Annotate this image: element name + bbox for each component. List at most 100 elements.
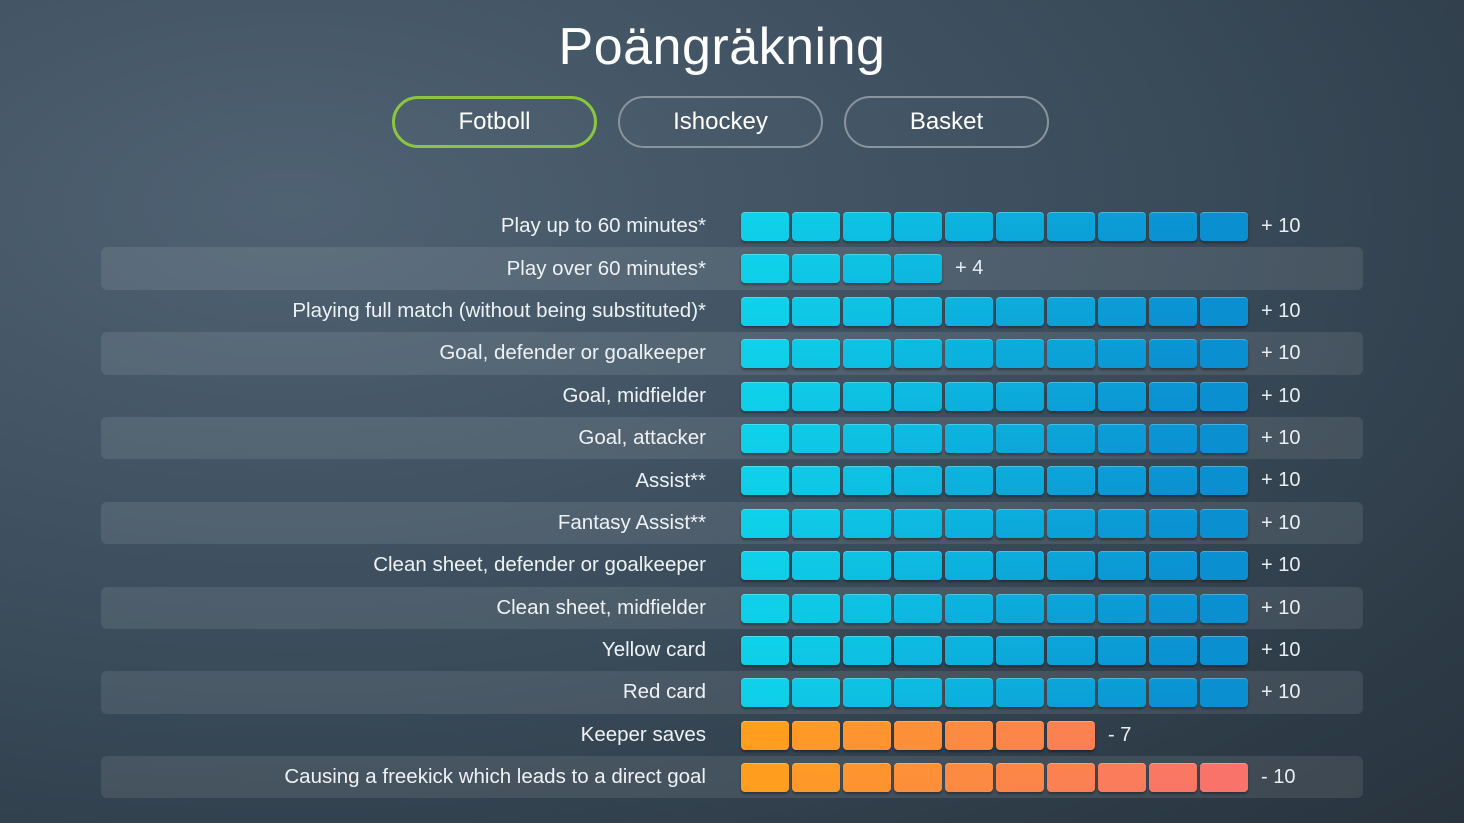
points-bar-segment	[792, 296, 840, 326]
points-bar-segment	[996, 551, 1044, 581]
points-bar-segment	[843, 763, 891, 793]
points-bar-segment	[792, 212, 840, 241]
score-row-label: Clean sheet, midfielder	[496, 595, 706, 619]
points-bar-segment	[1200, 296, 1248, 326]
points-bar-segment	[894, 508, 942, 538]
score-row: Keeper saves - 7	[101, 714, 1363, 756]
points-bar-segment	[792, 551, 840, 581]
points-bar-segment	[843, 635, 891, 665]
points-bar-segment	[1200, 635, 1248, 665]
score-row-label: Goal, attacker	[578, 426, 706, 450]
points-bar-segment	[996, 678, 1044, 708]
score-row-label: Goal, defender or goalkeeper	[439, 341, 706, 365]
score-row-label: Play up to 60 minutes*	[500, 214, 706, 238]
points-bar-segment	[1047, 763, 1095, 793]
points-value: + 10	[1261, 215, 1301, 237]
points-bar-segment	[945, 551, 993, 581]
points-bar-segment	[792, 678, 840, 708]
points-bar-segment	[894, 423, 942, 453]
points-bar-segment	[1149, 635, 1197, 665]
points-bar-segment	[996, 296, 1044, 326]
points-bar-segment	[1047, 635, 1095, 665]
points-bar-segment	[792, 254, 840, 284]
points-bar: + 10	[741, 339, 1301, 369]
score-row: Red card + 10	[101, 671, 1363, 714]
points-bar-segment	[843, 254, 891, 284]
points-bar-segment	[792, 508, 840, 538]
tab-fotboll[interactable]: Fotboll	[392, 96, 597, 148]
points-bar-segment	[843, 339, 891, 369]
points-bar-segment	[843, 508, 891, 538]
points-bar-segment	[996, 212, 1044, 241]
points-bar-segment	[1149, 593, 1197, 623]
points-bar-segment	[1098, 635, 1146, 665]
page-title: Poängräkning	[558, 18, 886, 76]
points-bar-segment	[792, 423, 840, 453]
score-row: Play up to 60 minutes* + 10	[101, 205, 1363, 247]
points-value: + 10	[1261, 554, 1301, 577]
points-value: + 10	[1261, 596, 1301, 619]
points-value: + 10	[1261, 342, 1301, 365]
points-bar-segment	[996, 466, 1044, 496]
points-bar-segment	[741, 423, 789, 453]
score-row: Goal, midfielder + 10	[101, 375, 1363, 417]
points-bar-segment	[1098, 763, 1146, 793]
points-bar: + 10	[741, 508, 1300, 538]
points-bar-segment	[741, 763, 789, 793]
points-bar-segment	[741, 339, 789, 369]
scoring-table: Play up to 60 minutes* + 10 Play over 60 m…	[101, 205, 1363, 799]
points-bar: + 10	[741, 678, 1300, 708]
points-bar-segment	[792, 381, 840, 411]
points-bar: + 10	[741, 423, 1301, 453]
points-bar: + 10	[741, 551, 1301, 581]
points-bar-segment	[1098, 466, 1146, 496]
points-bar: + 10	[741, 381, 1300, 411]
points-bar-segment	[945, 339, 993, 369]
points-value: - 7	[1108, 723, 1132, 746]
points-bar-segment	[741, 551, 789, 581]
points-value: - 10	[1261, 766, 1296, 789]
tab-ishockey[interactable]: Ishockey	[618, 96, 823, 148]
points-bar-segment	[1200, 381, 1248, 411]
points-bar-segment	[1200, 212, 1248, 241]
points-bar-segment	[792, 763, 840, 793]
points-bar-segment	[792, 466, 840, 496]
points-bar-segment	[894, 212, 942, 241]
points-bar-segment	[894, 381, 942, 411]
points-bar-segment	[1098, 339, 1146, 369]
points-bar-segment	[1149, 339, 1197, 369]
points-value: + 10	[1261, 469, 1301, 492]
points-bar-segment	[996, 635, 1044, 665]
points-value: + 10	[1261, 426, 1301, 449]
score-row: Goal, attacker + 10	[101, 416, 1363, 460]
points-bar-segment	[741, 254, 789, 284]
points-bar-segment	[741, 381, 789, 411]
points-bar-segment	[1047, 339, 1095, 369]
points-bar-segment	[1149, 212, 1197, 241]
points-bar-segment	[1098, 508, 1146, 538]
points-bar-segment	[1047, 381, 1095, 411]
points-bar-segment	[1098, 296, 1146, 326]
score-row: Yellow card + 10	[101, 629, 1363, 671]
tab-basket[interactable]: Basket	[844, 96, 1049, 148]
sport-tabs: Fotboll Ishockey Basket	[392, 96, 1049, 148]
points-value: + 10	[1261, 638, 1301, 661]
points-bar: + 10	[741, 212, 1300, 241]
points-bar-segment	[741, 593, 789, 623]
points-bar-segment	[1149, 296, 1197, 326]
points-bar-segment	[894, 678, 942, 708]
points-bar-segment	[1098, 551, 1146, 581]
points-bar-segment	[741, 635, 789, 665]
points-bar-segment	[996, 508, 1044, 538]
points-bar-segment	[1098, 678, 1146, 708]
points-bar-segment	[843, 551, 891, 581]
score-row-label: Keeper saves	[580, 722, 706, 746]
points-bar-segment	[945, 466, 993, 496]
points-bar-segment	[1098, 593, 1146, 623]
points-bar-segment	[945, 423, 993, 453]
points-bar-segment	[945, 678, 993, 708]
points-bar-segment	[792, 339, 840, 369]
points-bar-segment	[945, 635, 993, 665]
points-bar-segment	[894, 296, 942, 326]
points-bar-segment	[996, 720, 1044, 750]
